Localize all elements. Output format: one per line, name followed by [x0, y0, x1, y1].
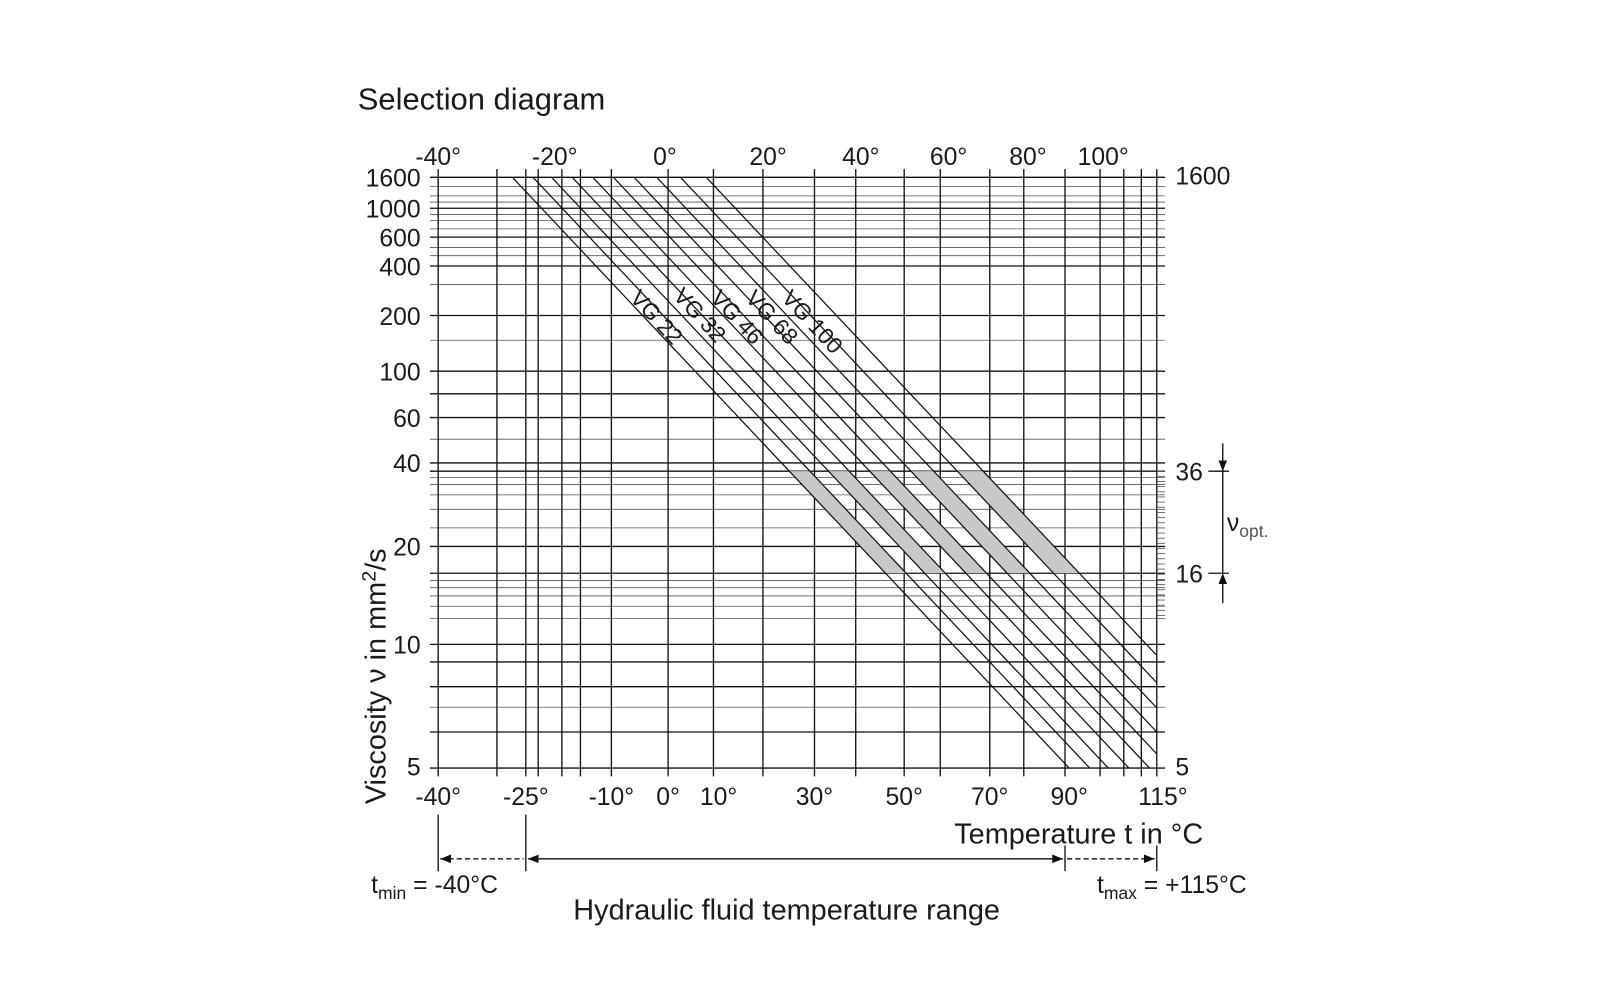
bottom-tick-label: 50° [885, 784, 922, 811]
t-min: tmin = -40°C [371, 872, 498, 903]
optimum-band [910, 471, 1030, 574]
bottom-tick-label: -10° [589, 784, 635, 811]
y-axis-label-text: Viscosity ν in mm [361, 582, 393, 804]
bottom-tick-label: 10° [700, 784, 737, 811]
bottom-tick-label: 30° [796, 784, 833, 811]
right-tick-label: 5 [1175, 754, 1189, 781]
top-tick-label: 0° [653, 144, 677, 171]
bottom-tick-label: 90° [1050, 784, 1087, 811]
t-min-rest: = -40°C [406, 872, 498, 899]
top-tick-label: 60° [930, 144, 967, 171]
title: Selection diagram [358, 81, 606, 116]
optimum-label: νopt. [1227, 510, 1269, 541]
x-axis-label: Temperature t in °C [954, 818, 1203, 850]
left-tick-label: 20 [393, 535, 421, 562]
left-tick-label: 100 [379, 359, 420, 386]
left-tick-label: 400 [379, 254, 420, 281]
left-tick-label: 200 [379, 304, 420, 331]
bottom-tick-label: 0° [656, 784, 680, 811]
viscosity-line [592, 177, 1151, 769]
top-tick-label: 20° [749, 144, 786, 171]
optimum-label-sub: opt. [1239, 521, 1268, 541]
t-max-rest: = +115°C [1137, 872, 1247, 899]
left-tick-label: 1600 [366, 166, 421, 193]
left-tick-label: 60 [393, 406, 421, 433]
range-arrows [437, 443, 1229, 872]
optimum-band [869, 471, 987, 574]
bottom-tick-label: -40° [415, 784, 461, 811]
top-tick-label: 100° [1078, 144, 1129, 171]
bottom-tick-label: -25° [503, 784, 549, 811]
top-tick-label: -20° [532, 144, 578, 171]
left-tick-label: 10 [393, 633, 421, 660]
t-max-sub: max [1104, 883, 1137, 903]
bottom-tick-label: 70° [971, 784, 1008, 811]
viscosity-line [571, 177, 1130, 769]
top-tick-label: 40° [842, 144, 879, 171]
top-tick-label: 80° [1009, 144, 1046, 171]
right-tick-label: 1600 [1175, 164, 1230, 191]
left-tick-label: 600 [379, 225, 420, 252]
t-max: tmax = +115°C [1097, 872, 1247, 903]
right-tick-label: 36 [1175, 459, 1203, 486]
viscosity-line [705, 177, 1157, 657]
optimum-band [828, 471, 946, 574]
t-min-sub: min [378, 883, 406, 903]
viscosity-line [532, 177, 1091, 769]
right-tick-label: 16 [1175, 562, 1203, 589]
scene: Selection diagram Temperature t in °C Vi… [358, 81, 1269, 927]
y-axis-label-rest: /s [361, 548, 393, 570]
viscosity-line [680, 177, 1157, 684]
bottom-tick-label: 115° [1138, 784, 1187, 811]
left-tick-label: 1000 [366, 197, 421, 224]
optimum-band [957, 471, 1080, 574]
viscosity-line [551, 177, 1110, 769]
y-axis-label-sup: 2 [358, 571, 380, 582]
range-label: Hydraulic fluid temperature range [573, 895, 1000, 927]
curves [511, 177, 1157, 769]
optimum-band [789, 471, 907, 574]
t-min-text: t [371, 872, 378, 899]
left-tick-label: 40 [393, 451, 421, 478]
optimum-label-text: ν [1227, 510, 1239, 537]
viscosity-line [511, 177, 1070, 769]
viscosity-line [633, 177, 1157, 733]
y-axis-label: Viscosity ν in mm2/s [358, 548, 392, 804]
viscosity-line [612, 177, 1157, 755]
top-tick-label: -40° [415, 144, 461, 171]
t-max-text: t [1097, 872, 1104, 899]
viscosity-line [656, 177, 1157, 709]
left-tick-label: 5 [407, 754, 421, 781]
